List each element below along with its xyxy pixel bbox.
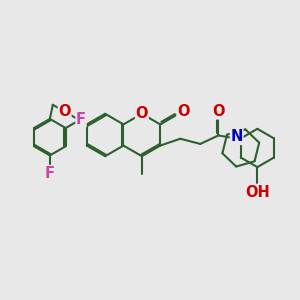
Text: O: O — [58, 104, 71, 119]
Text: O: O — [212, 104, 225, 119]
Text: OH: OH — [245, 184, 270, 200]
Text: O: O — [136, 106, 148, 121]
Text: N: N — [230, 129, 243, 144]
Text: O: O — [177, 103, 190, 118]
Text: F: F — [45, 166, 55, 181]
Text: F: F — [76, 112, 86, 127]
